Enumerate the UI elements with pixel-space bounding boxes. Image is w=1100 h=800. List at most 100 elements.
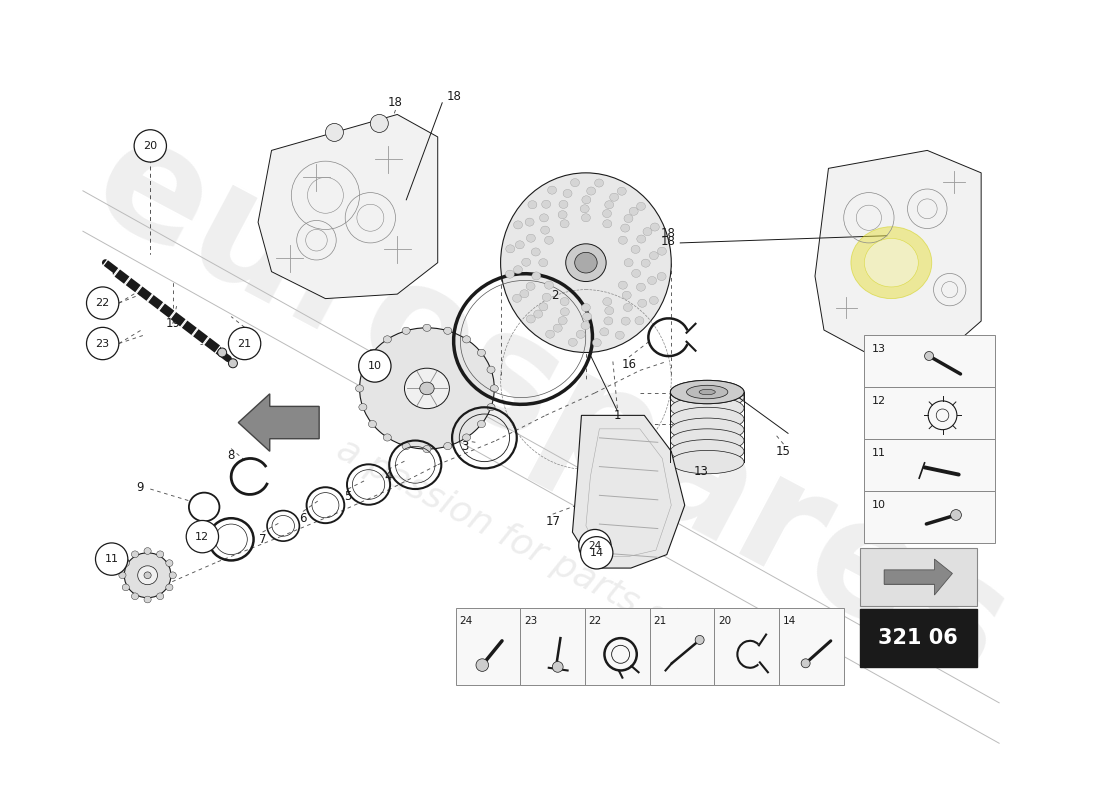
Ellipse shape — [477, 349, 485, 356]
Ellipse shape — [571, 178, 580, 186]
Ellipse shape — [582, 196, 591, 204]
Ellipse shape — [119, 572, 126, 578]
Ellipse shape — [546, 330, 554, 338]
Ellipse shape — [405, 368, 450, 409]
Ellipse shape — [539, 258, 548, 266]
Ellipse shape — [560, 308, 570, 316]
Ellipse shape — [541, 200, 551, 208]
Ellipse shape — [637, 235, 646, 243]
Ellipse shape — [403, 327, 410, 334]
Text: 10: 10 — [367, 361, 382, 371]
Text: 15: 15 — [777, 445, 791, 458]
Ellipse shape — [638, 299, 647, 307]
Ellipse shape — [544, 281, 553, 289]
Circle shape — [87, 327, 119, 360]
Ellipse shape — [531, 248, 540, 256]
Circle shape — [695, 635, 704, 645]
Ellipse shape — [548, 186, 557, 194]
Text: 22: 22 — [96, 298, 110, 308]
Ellipse shape — [582, 303, 591, 312]
Text: 21: 21 — [238, 338, 252, 349]
Circle shape — [186, 521, 219, 553]
Circle shape — [371, 114, 388, 133]
Ellipse shape — [131, 593, 139, 600]
Circle shape — [579, 530, 612, 562]
Ellipse shape — [144, 572, 151, 578]
Ellipse shape — [491, 385, 498, 392]
Text: 13: 13 — [871, 343, 886, 354]
Ellipse shape — [558, 317, 568, 325]
Ellipse shape — [487, 366, 495, 374]
Text: 16: 16 — [621, 358, 637, 370]
Ellipse shape — [631, 270, 640, 278]
Ellipse shape — [540, 226, 550, 234]
Ellipse shape — [583, 313, 592, 321]
Ellipse shape — [124, 553, 170, 598]
Text: 10: 10 — [871, 500, 886, 510]
Text: 2: 2 — [551, 290, 558, 302]
Ellipse shape — [359, 366, 367, 374]
Ellipse shape — [563, 190, 572, 198]
Ellipse shape — [624, 214, 632, 222]
Text: 321 06: 321 06 — [879, 628, 958, 648]
Ellipse shape — [383, 434, 392, 441]
Ellipse shape — [595, 179, 604, 187]
Ellipse shape — [553, 324, 562, 332]
Circle shape — [326, 123, 343, 142]
Ellipse shape — [670, 450, 744, 474]
Ellipse shape — [637, 283, 646, 291]
Ellipse shape — [618, 281, 627, 289]
Ellipse shape — [500, 173, 671, 353]
Ellipse shape — [592, 338, 602, 346]
Ellipse shape — [605, 201, 614, 209]
Ellipse shape — [514, 221, 522, 229]
Ellipse shape — [603, 298, 612, 306]
Ellipse shape — [520, 290, 529, 298]
Text: eurospares: eurospares — [68, 101, 1032, 712]
Ellipse shape — [169, 572, 176, 578]
Ellipse shape — [631, 246, 640, 254]
Bar — [865, 491, 994, 543]
Ellipse shape — [422, 446, 431, 453]
Ellipse shape — [641, 259, 650, 267]
Ellipse shape — [624, 303, 632, 311]
Ellipse shape — [580, 205, 590, 213]
Text: 18: 18 — [661, 234, 676, 248]
Circle shape — [87, 287, 119, 319]
Ellipse shape — [670, 418, 744, 442]
Ellipse shape — [526, 282, 535, 290]
Ellipse shape — [156, 551, 164, 558]
Ellipse shape — [462, 434, 471, 441]
Text: 7: 7 — [258, 533, 266, 546]
Text: 24: 24 — [588, 541, 602, 550]
Circle shape — [218, 348, 227, 357]
Ellipse shape — [560, 298, 569, 306]
Ellipse shape — [603, 210, 612, 218]
Text: 14: 14 — [782, 616, 796, 626]
Text: 12: 12 — [196, 532, 209, 542]
Text: 1: 1 — [614, 409, 622, 422]
Ellipse shape — [657, 273, 667, 281]
Ellipse shape — [623, 291, 631, 299]
Polygon shape — [258, 114, 438, 298]
Ellipse shape — [670, 397, 744, 420]
Bar — [714, 609, 779, 685]
Ellipse shape — [521, 258, 530, 266]
Polygon shape — [239, 394, 319, 451]
Ellipse shape — [477, 421, 485, 428]
Ellipse shape — [670, 380, 744, 404]
Ellipse shape — [514, 266, 522, 274]
Circle shape — [552, 662, 563, 672]
Circle shape — [581, 537, 613, 569]
Ellipse shape — [166, 560, 173, 566]
Ellipse shape — [166, 584, 173, 590]
Bar — [860, 609, 977, 667]
Ellipse shape — [355, 385, 364, 392]
Text: 14: 14 — [590, 548, 604, 558]
Ellipse shape — [422, 324, 431, 331]
Text: 24: 24 — [460, 616, 473, 626]
Ellipse shape — [670, 407, 744, 430]
Ellipse shape — [487, 403, 495, 410]
Circle shape — [476, 658, 488, 671]
Bar — [865, 438, 994, 491]
